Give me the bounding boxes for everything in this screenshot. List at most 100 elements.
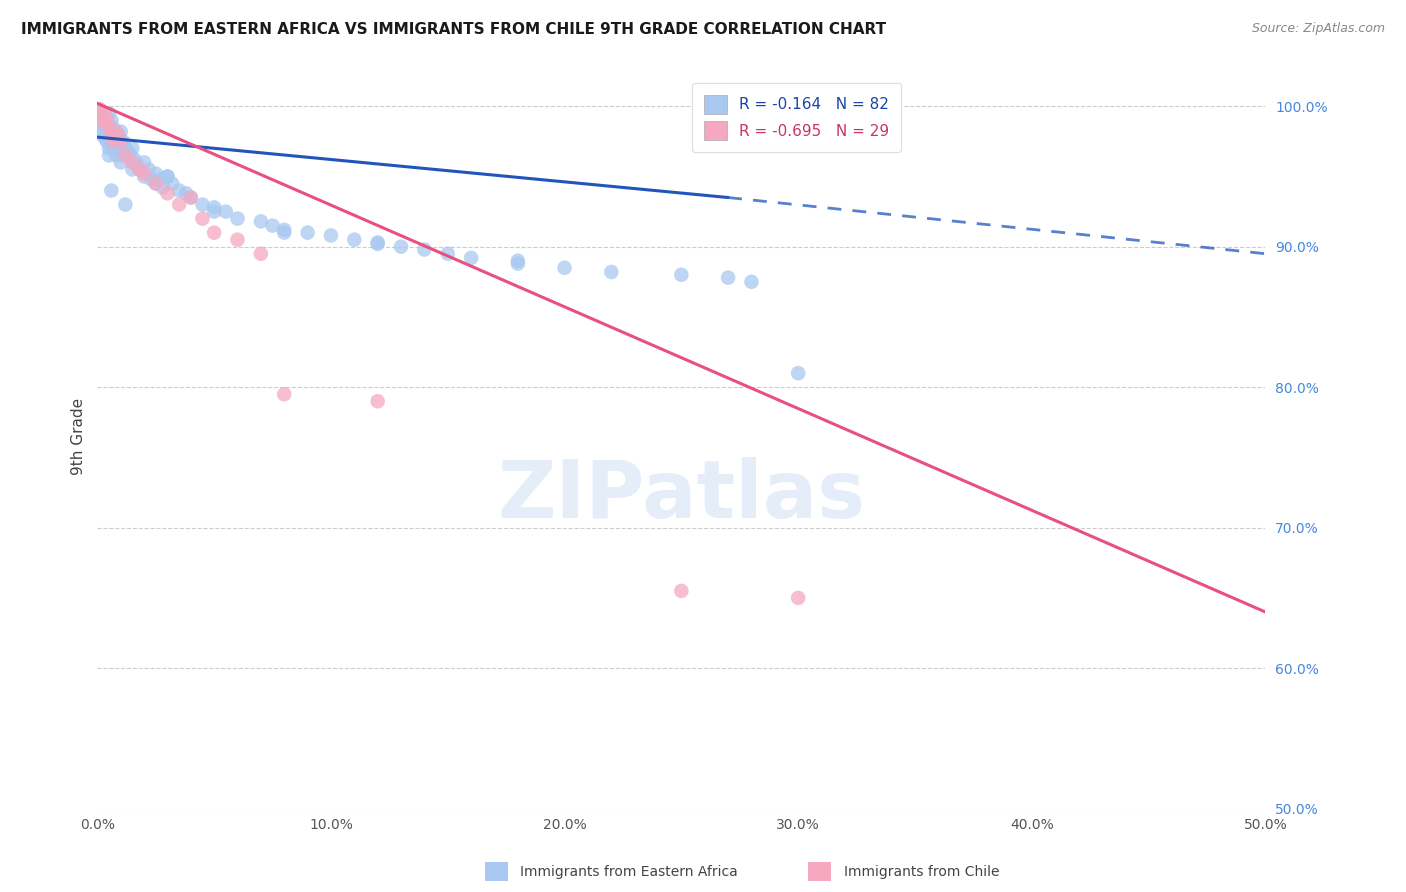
Point bbox=[167, 197, 190, 211]
Point bbox=[98, 128, 121, 142]
Point bbox=[110, 141, 132, 155]
Point bbox=[128, 162, 150, 177]
Point bbox=[112, 148, 135, 162]
Point bbox=[121, 155, 143, 169]
Point bbox=[100, 113, 122, 128]
Point bbox=[367, 235, 389, 250]
Point bbox=[717, 270, 740, 285]
Point bbox=[297, 226, 319, 240]
Point bbox=[107, 130, 129, 145]
Point bbox=[98, 106, 121, 120]
Point bbox=[90, 106, 112, 120]
Point bbox=[160, 177, 183, 191]
Point bbox=[100, 184, 122, 198]
Point bbox=[506, 253, 529, 268]
Point bbox=[174, 186, 197, 201]
Point bbox=[180, 190, 202, 204]
Point bbox=[96, 113, 118, 128]
Point bbox=[105, 130, 128, 145]
Point bbox=[105, 124, 128, 138]
Point bbox=[139, 172, 162, 186]
Point bbox=[89, 102, 111, 116]
Y-axis label: 9th Grade: 9th Grade bbox=[72, 398, 86, 475]
Point bbox=[389, 240, 412, 254]
Point bbox=[191, 197, 214, 211]
Point bbox=[167, 184, 190, 198]
Point bbox=[132, 155, 155, 169]
Point bbox=[103, 134, 125, 148]
Point bbox=[787, 591, 810, 605]
Point bbox=[94, 116, 117, 130]
Point bbox=[132, 167, 155, 181]
Point bbox=[121, 162, 143, 177]
Point bbox=[112, 134, 135, 148]
Point bbox=[105, 148, 128, 162]
Point bbox=[460, 251, 482, 265]
Point bbox=[413, 243, 436, 257]
Point bbox=[202, 204, 225, 219]
Point bbox=[145, 167, 167, 181]
Point bbox=[103, 141, 125, 155]
Point bbox=[250, 214, 273, 228]
Point bbox=[202, 200, 225, 214]
Text: Immigrants from Eastern Africa: Immigrants from Eastern Africa bbox=[520, 865, 738, 880]
Point bbox=[273, 387, 295, 401]
Point bbox=[107, 144, 129, 158]
Point bbox=[226, 233, 249, 247]
Point bbox=[180, 190, 202, 204]
Point bbox=[367, 394, 389, 409]
Point bbox=[124, 153, 146, 167]
Point bbox=[191, 211, 214, 226]
Point bbox=[110, 155, 132, 169]
Point bbox=[93, 130, 115, 145]
Point bbox=[120, 148, 142, 162]
Text: Source: ZipAtlas.com: Source: ZipAtlas.com bbox=[1251, 22, 1385, 36]
Point bbox=[121, 141, 143, 155]
Point bbox=[319, 228, 342, 243]
Point bbox=[215, 204, 238, 219]
Point bbox=[94, 113, 117, 128]
Point bbox=[91, 113, 114, 128]
Point bbox=[105, 138, 128, 153]
Point bbox=[138, 162, 160, 177]
Legend: R = -0.164   N = 82, R = -0.695   N = 29: R = -0.164 N = 82, R = -0.695 N = 29 bbox=[692, 83, 901, 153]
Point bbox=[156, 169, 179, 184]
Point bbox=[554, 260, 576, 275]
Point bbox=[101, 120, 124, 135]
Point bbox=[128, 162, 150, 177]
Point bbox=[202, 226, 225, 240]
Text: Immigrants from Chile: Immigrants from Chile bbox=[844, 865, 1000, 880]
Point bbox=[436, 246, 458, 260]
Point bbox=[91, 113, 114, 128]
Point bbox=[156, 186, 179, 201]
Point bbox=[506, 256, 529, 270]
Point bbox=[250, 246, 273, 260]
Point bbox=[343, 233, 366, 247]
Point bbox=[100, 138, 122, 153]
Point bbox=[107, 128, 129, 142]
Point bbox=[671, 268, 693, 282]
Point bbox=[226, 211, 249, 226]
Point bbox=[117, 144, 139, 158]
Point bbox=[91, 128, 114, 142]
Text: ZIPatlas: ZIPatlas bbox=[498, 457, 866, 535]
Point bbox=[152, 180, 174, 194]
Point bbox=[91, 111, 114, 125]
Point bbox=[262, 219, 284, 233]
Point bbox=[110, 134, 132, 148]
Point bbox=[100, 128, 122, 142]
Point bbox=[273, 226, 295, 240]
Point bbox=[104, 134, 127, 148]
Point bbox=[787, 366, 810, 380]
Point bbox=[740, 275, 762, 289]
Point bbox=[273, 223, 295, 237]
Text: IMMIGRANTS FROM EASTERN AFRICA VS IMMIGRANTS FROM CHILE 9TH GRADE CORRELATION CH: IMMIGRANTS FROM EASTERN AFRICA VS IMMIGR… bbox=[21, 22, 886, 37]
Point bbox=[600, 265, 623, 279]
Point bbox=[114, 197, 136, 211]
Point bbox=[145, 177, 167, 191]
Point bbox=[121, 155, 143, 169]
Point bbox=[671, 583, 693, 598]
Point bbox=[98, 141, 121, 155]
Point bbox=[97, 124, 120, 138]
Point bbox=[114, 148, 136, 162]
